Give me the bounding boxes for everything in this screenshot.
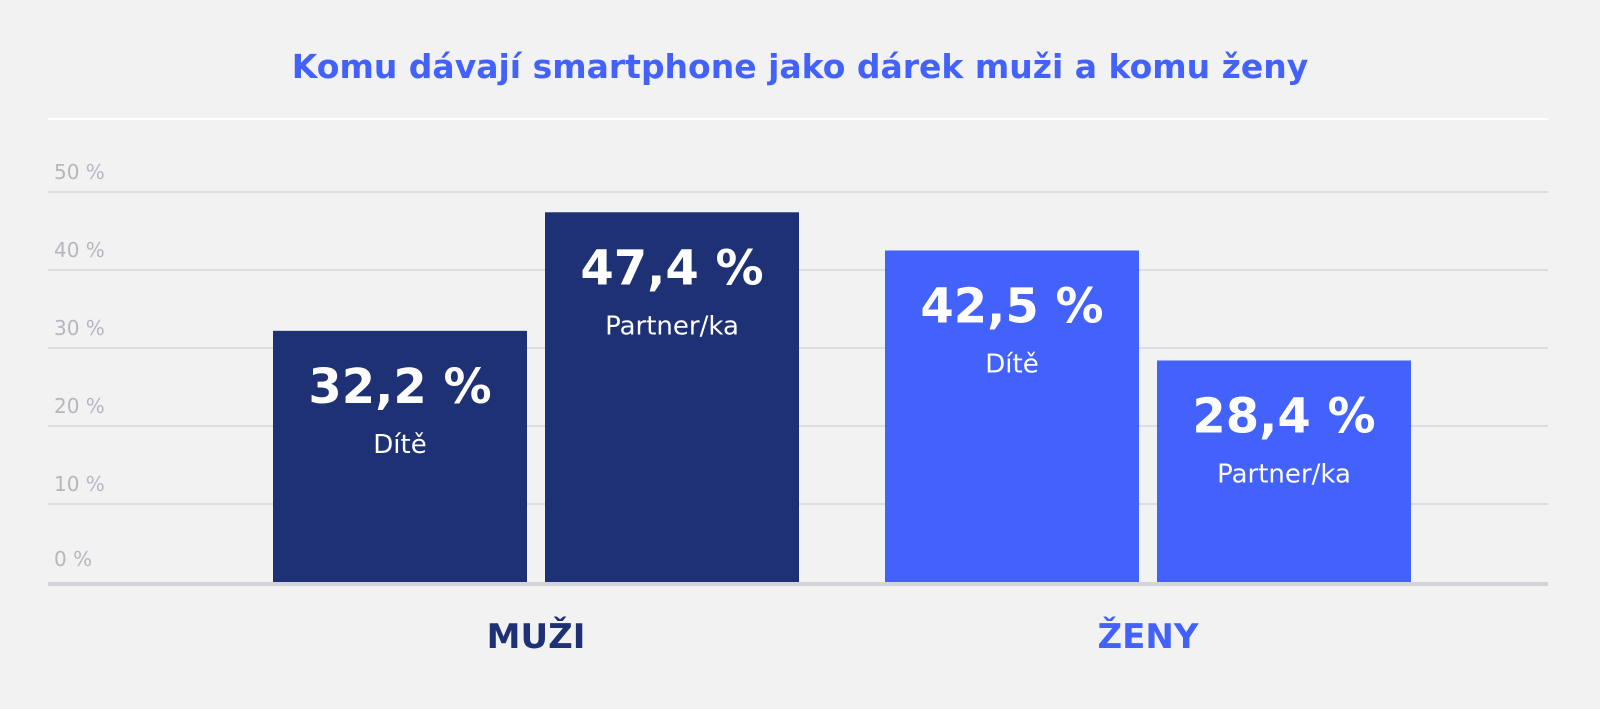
bar (545, 212, 799, 582)
y-tick-label: 20 % (54, 394, 105, 418)
group-label: MUŽI (487, 616, 586, 657)
bar-category-label: Partner/ka (605, 311, 739, 341)
y-tick-label: 40 % (54, 238, 105, 262)
bar-category-label: Partner/ka (1217, 459, 1351, 489)
y-tick-label: 50 % (54, 160, 105, 184)
bar-value-label: 42,5 % (920, 279, 1103, 335)
y-tick-label: 10 % (54, 472, 105, 496)
group-labels: MUŽI ŽENY (487, 616, 1199, 657)
bar (885, 250, 1139, 582)
y-axis-ticks: 0 % 10 % 20 % 30 % 40 % 50 % (54, 160, 105, 571)
bar-value-label: 32,2 % (308, 359, 491, 415)
bar-category-label: Dítě (985, 350, 1038, 380)
bar-category-label: Dítě (373, 430, 426, 460)
bar-value-label: 47,4 % (580, 240, 763, 296)
chart-title: Komu dávají smartphone jako dárek muži a… (292, 47, 1308, 86)
group-label: ŽENY (1098, 616, 1199, 657)
bar (273, 330, 527, 582)
bars: 32,2 % Dítě 47,4 % Partner/ka 42,5 % Dítě 28,4… (273, 212, 1411, 582)
bar (1157, 360, 1411, 582)
y-tick-label: 0 % (54, 547, 92, 571)
bar-value-label: 28,4 % (1192, 388, 1375, 444)
y-tick-label: 30 % (54, 316, 105, 340)
